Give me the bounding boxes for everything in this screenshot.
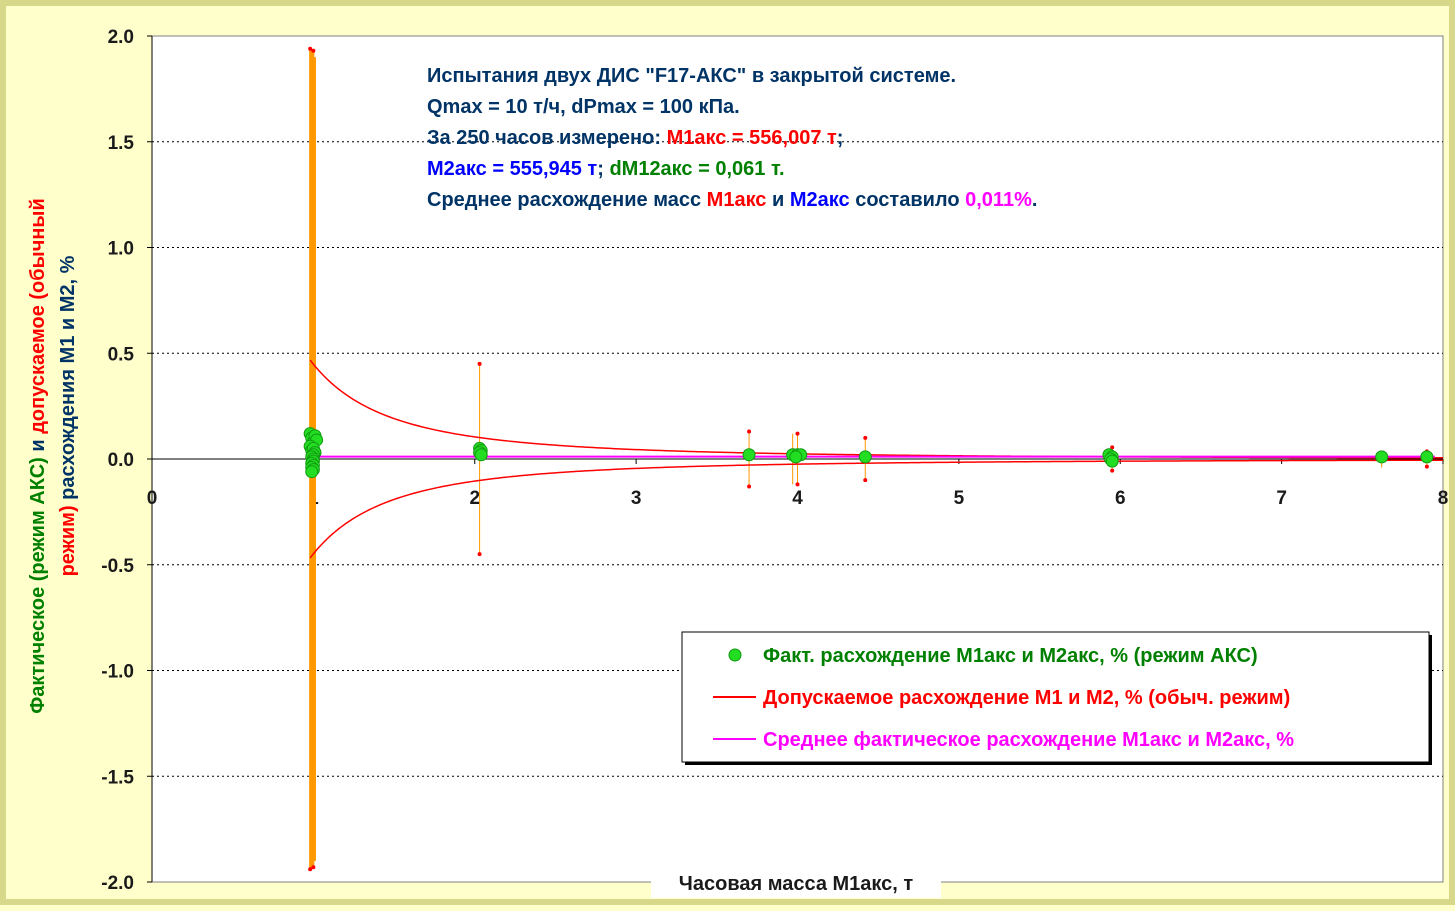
tolerance-point-lower-1 (311, 865, 316, 870)
annotation-line-4-seg-5: 0,011% (965, 189, 1032, 211)
y-tick-label-2: 1.0 (108, 239, 134, 260)
x-axis-title: Часовая масса М1акс, т (679, 873, 914, 895)
y-title-seg-0-0: Фактическое (режим АКС) (27, 457, 49, 714)
tolerance-point-lower-3 (747, 484, 752, 489)
x-tick-label-3: 3 (631, 488, 642, 509)
x-tick-label-5: 5 (954, 488, 965, 509)
annotation-line-3-seg-0: М2акс = 555,945 т (427, 158, 597, 180)
annotation-line-4-seg-4: составило (850, 189, 965, 211)
annotation-line-4-seg-1: М1акс (707, 189, 767, 211)
y-axis-title-line-2: режим) расхождения М1 и М2, % (57, 255, 79, 576)
legend-box (681, 631, 1430, 763)
data-point-22 (742, 448, 756, 462)
y-tick-label-3: 0.5 (108, 344, 135, 365)
tolerance-point-upper-5 (863, 435, 868, 440)
data-point-31 (1105, 454, 1119, 468)
annotation-line-4-seg-6: . (1032, 189, 1038, 211)
tolerance-point-lower-4 (795, 482, 800, 487)
legend-label-points: Факт. расхождение М1акс и М2акс, % (режи… (763, 645, 1258, 667)
annotation-line-2-seg-2: ; (837, 127, 844, 149)
annotation-line-2-seg-0: За 250 часов измерено: (427, 127, 667, 149)
tolerance-point-upper-6 (1110, 445, 1115, 450)
y-title-seg-1-0: режим) (57, 505, 79, 576)
annotation-line-4-seg-0: Среднее расхождение масс (427, 189, 707, 211)
annotation-text: Испытания двух ДИС "F17-АКС" в закрытой … (427, 65, 1037, 211)
data-point-21 (474, 448, 488, 462)
y-title-seg-1-1: расхождения М1 и М2, % (57, 255, 79, 505)
tolerance-point-lower-5 (863, 478, 868, 483)
tolerance-point-upper-3 (747, 429, 752, 434)
y-tick-label-8: -2.0 (101, 873, 134, 894)
x-tick-label-7: 7 (1276, 488, 1287, 509)
legend-label-mean: Среднее фактическое расхождение М1акс и … (763, 729, 1294, 751)
tolerance-point-upper-4 (795, 431, 800, 436)
y-tick-label-7: -1.5 (101, 767, 134, 788)
x-tick-label-6: 6 (1115, 488, 1126, 509)
tolerance-point-lower-0 (308, 867, 313, 872)
y-tick-label-0: 2.0 (108, 27, 134, 48)
x-tick-label-8: 8 (1438, 488, 1449, 509)
data-point-32 (1375, 450, 1389, 464)
y-tick-label-5: -0.5 (101, 556, 134, 577)
tolerance-point-upper-0 (308, 46, 313, 51)
legend-label-tolerance: Допускаемое расхождение М1 и М2, % (обыч… (763, 687, 1290, 709)
annotation-line-4-seg-3: М2акс (790, 189, 850, 211)
data-point-27 (858, 450, 872, 464)
annotation-line-3-seg-2: dM12акс = 0,061 т. (609, 158, 784, 180)
tolerance-point-lower-6 (1110, 468, 1115, 473)
data-point-26 (789, 450, 803, 464)
y-tick-label-6: -1.0 (101, 662, 134, 683)
tolerance-curve-lower (309, 459, 1443, 559)
annotation-line-1-seg-0: Qmax = 10 т/ч, dPmax = 100 кПа. (427, 96, 740, 118)
legend-marker-points (728, 648, 742, 662)
tolerance-point-lower-2 (477, 552, 482, 557)
x-tick-label-0: 0 (147, 488, 158, 509)
y-title-seg-0-2: допускаемое (обычный (27, 198, 49, 434)
data-point-33 (1420, 450, 1434, 464)
annotation-line-4-seg-2: и (766, 189, 789, 211)
annotation-line-0-seg-0: Испытания двух ДИС "F17-АКС" в закрытой … (427, 65, 956, 87)
chart-svg: 2.01.51.00.50.0-0.5-1.0-1.5-2.0012345678… (27, 27, 1449, 898)
tolerance-point-upper-2 (477, 361, 482, 366)
data-point-17 (305, 465, 319, 479)
tolerance-point-upper-1 (311, 48, 316, 53)
y-tick-label-1: 1.5 (108, 133, 135, 154)
y-tick-label-4: 0.0 (108, 450, 134, 471)
tolerance-point-lower-7 (1424, 464, 1429, 469)
x-tick-label-2: 2 (469, 488, 480, 509)
x-tick-label-4: 4 (792, 488, 803, 509)
annotation-line-3-seg-1: ; (597, 158, 609, 180)
y-axis-title-group: Фактическое (режим АКС) и допускаемое (о… (27, 198, 79, 714)
annotation-line-2-seg-1: М1акс = 556,007 т (667, 127, 837, 149)
y-title-seg-0-1: и (27, 434, 49, 457)
y-axis-title-line-1: Фактическое (режим АКС) и допускаемое (о… (27, 198, 49, 714)
x-axis-title-bg (651, 866, 941, 898)
